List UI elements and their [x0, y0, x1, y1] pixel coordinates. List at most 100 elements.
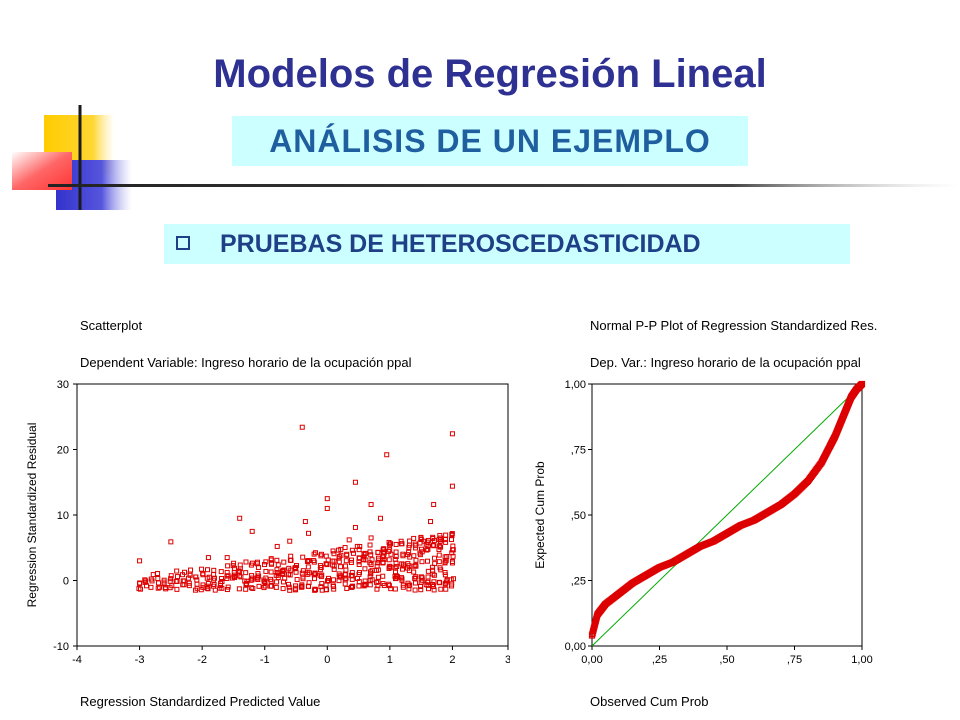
scatter-point	[399, 577, 405, 583]
scatter-point	[342, 545, 348, 551]
scatter-point	[349, 570, 355, 576]
scatter-point	[324, 578, 330, 584]
scatter-point	[157, 584, 163, 590]
scatter-point	[443, 557, 449, 563]
slide-subtitle: ANÁLISIS DE UN EJEMPLO	[269, 123, 711, 159]
scatter-point	[438, 535, 444, 541]
scatter-point	[148, 584, 154, 590]
scatter-point	[243, 570, 249, 576]
scatter-point	[380, 554, 386, 560]
scatter-point	[294, 576, 300, 582]
scatter-point	[263, 559, 269, 565]
scatter-point	[279, 570, 285, 576]
scatter-point	[299, 584, 305, 590]
scatter-point	[155, 585, 161, 591]
scatter-point	[281, 579, 287, 585]
scatter-point	[268, 576, 274, 582]
scatter-point	[362, 566, 368, 572]
pp-xtick-label: 1,00	[851, 654, 872, 666]
scatter-point	[255, 564, 261, 570]
scatter-point	[225, 563, 231, 569]
pp-ytick-label: ,50	[571, 510, 586, 522]
scatter-point	[248, 585, 254, 591]
pp-xtick-label: 0,00	[581, 654, 602, 666]
scatter-point	[436, 543, 442, 549]
scatter-plot-frame	[76, 383, 509, 647]
scatter-point	[254, 575, 260, 581]
slide-title: Modelos de Regresión Lineal	[213, 52, 767, 96]
scatter-point	[243, 559, 249, 565]
scatter-point	[205, 580, 211, 586]
scatter-point	[369, 557, 375, 563]
scatter-point	[224, 555, 230, 561]
scatter-point	[381, 553, 387, 559]
scatter-point	[450, 543, 456, 549]
scatter-point	[312, 571, 318, 577]
scatter-point	[299, 424, 305, 430]
scatter-ytick-label: 30	[57, 379, 69, 391]
scatter-point	[237, 562, 243, 568]
scatter-point	[268, 583, 274, 589]
scatter-point	[377, 515, 383, 521]
scatter-point	[413, 580, 419, 586]
scatter-point	[269, 560, 275, 566]
scatter-point	[342, 581, 348, 587]
scatter-point	[392, 556, 398, 562]
scatter-point	[287, 538, 293, 544]
scatter-point	[352, 479, 358, 485]
scatter-point	[413, 574, 419, 580]
pp-xtick-label: ,75	[787, 654, 802, 666]
scatter-subtitle: Dependent Variable: Ingreso horario de l…	[80, 355, 412, 370]
scatter-point	[168, 539, 174, 545]
scatter-point	[305, 571, 311, 577]
scatter-point	[348, 584, 354, 590]
pp-chart: 0,00 ,25 ,50 ,75 1,00 1,00 ,75 ,50 ,25 0,00 Expect…	[533, 379, 873, 666]
scatter-ytick-label: 20	[57, 445, 69, 457]
scatter-point	[287, 572, 293, 578]
scatter-point	[326, 575, 332, 581]
scatter-point	[438, 544, 444, 550]
scatter-point	[137, 581, 143, 587]
scatter-point	[449, 483, 455, 489]
scatter-point	[174, 568, 180, 574]
scatter-point	[436, 559, 442, 565]
section-heading: PRUEBAS DE HETEROSCEDASTICIDAD	[220, 230, 701, 258]
pp-title: Normal P-P Plot of Regression Standardiz…	[590, 318, 878, 333]
scatter-point	[398, 538, 404, 544]
scatter-point	[149, 578, 155, 584]
scatter-point	[281, 559, 287, 565]
scatter-point	[349, 547, 355, 553]
scatter-point	[450, 553, 456, 559]
scatter-point	[431, 502, 437, 508]
scatter-point	[161, 581, 167, 587]
scatter-point	[349, 576, 355, 582]
scatter-point	[443, 532, 449, 538]
scatter-xlabel: Regression Standardized Predicted Value	[80, 694, 321, 709]
scatter-point	[174, 578, 180, 584]
scatter-point	[348, 559, 354, 565]
scatter-point	[399, 566, 405, 572]
corner-decoration	[12, 105, 132, 210]
red-square	[12, 152, 72, 190]
scatter-point	[367, 542, 373, 548]
scatter-point	[375, 579, 381, 585]
scatter-point	[449, 537, 455, 543]
scatter-point	[286, 584, 292, 590]
scatter-point	[293, 569, 299, 575]
scatter-point	[368, 502, 374, 508]
scatter-point	[449, 431, 455, 437]
scatter-point	[443, 537, 449, 543]
scatter-point	[155, 575, 161, 581]
scatter-ylabel: Regression Standardized Residual	[25, 423, 39, 608]
scatter-point	[343, 575, 349, 581]
scatter-point	[174, 574, 180, 580]
scatter-point	[174, 586, 180, 592]
scatter-point	[211, 575, 217, 581]
pp-ylabel: Expected Cum Prob	[533, 461, 547, 569]
scatter-point	[363, 581, 369, 587]
scatter-point	[438, 586, 444, 592]
scatter-point	[449, 581, 455, 587]
scatter-point	[212, 587, 218, 593]
scatter-point	[256, 583, 262, 589]
scatter-point	[421, 538, 427, 544]
